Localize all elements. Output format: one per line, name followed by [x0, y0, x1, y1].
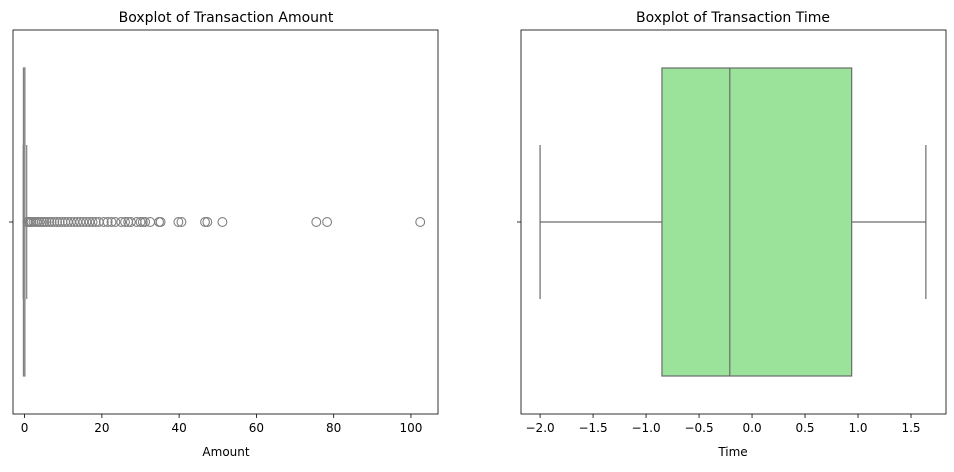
- outlier-point: [120, 217, 130, 227]
- outlier-point: [200, 217, 210, 227]
- outlier-point: [415, 217, 426, 227]
- x-tick-label: 40: [171, 421, 186, 435]
- outlier-point: [54, 217, 65, 227]
- outlier-point: [173, 217, 184, 227]
- x-axis-ticks: −2.0 −1.5 −1.0 −0.5 0.0 0.5 1.0 1.5: [517, 221, 921, 435]
- outlier-point: [322, 217, 333, 227]
- boxplot-marks: [22, 67, 426, 377]
- x-tick-label: −1.5: [578, 421, 607, 435]
- outlier-point: [202, 217, 213, 227]
- outlier-point: [98, 217, 109, 227]
- x-tick-label: 1.5: [901, 421, 920, 435]
- x-tick-label: 20: [94, 421, 109, 435]
- outlier-point: [49, 217, 60, 227]
- chart-title: Boxplot of Transaction Time: [636, 10, 830, 26]
- x-tick-label: 0.0: [743, 421, 762, 435]
- outlier-point: [46, 217, 57, 227]
- outlier-point: [176, 217, 187, 227]
- outlier-point: [116, 217, 127, 227]
- outlier-point: [41, 217, 52, 227]
- outlier-point: [110, 217, 121, 227]
- x-tick-label: 60: [249, 421, 264, 435]
- plot-frame: [12, 29, 439, 415]
- outlier-point: [137, 217, 148, 227]
- outlier-point: [34, 217, 45, 227]
- outlier-point: [140, 217, 151, 227]
- x-axis-ticks: 0 20 40 60 80 100: [9, 221, 423, 435]
- outlier-point: [87, 217, 98, 227]
- outlier-point: [106, 217, 117, 227]
- outlier-point: [37, 217, 47, 227]
- x-axis-label: Time: [717, 445, 747, 459]
- x-tick-label: 0: [21, 421, 29, 435]
- outlier-point: [102, 217, 113, 227]
- outlier-point: [135, 217, 146, 227]
- boxplot-marks: [539, 67, 927, 377]
- x-tick-label: 80: [326, 421, 341, 435]
- outlier-point: [311, 217, 322, 227]
- x-tick-label: −2.0: [526, 421, 555, 435]
- chart-title: Boxplot of Transaction Amount: [119, 10, 334, 26]
- outlier-point: [90, 217, 101, 227]
- outlier-point: [39, 217, 50, 227]
- box-iqr: [661, 67, 853, 377]
- subplot-time: Boxplot of Transaction Time −2.0 −1.5 −1.0…: [517, 10, 947, 459]
- x-axis-label: Amount: [202, 445, 249, 459]
- outlier-point: [125, 217, 136, 227]
- x-tick-label: 1.0: [848, 421, 867, 435]
- outlier-point: [155, 217, 166, 227]
- x-tick-label: 0.5: [795, 421, 814, 435]
- outlier-point: [52, 217, 62, 227]
- x-tick-label: −0.5: [684, 421, 713, 435]
- outlier-point: [217, 217, 228, 227]
- x-tick-label: −1.0: [631, 421, 660, 435]
- subplot-amount: Boxplot of Transaction Amount 0 20 40 60 80 1…: [9, 10, 439, 459]
- outlier-point: [44, 217, 55, 227]
- x-tick-label: 100: [400, 421, 423, 435]
